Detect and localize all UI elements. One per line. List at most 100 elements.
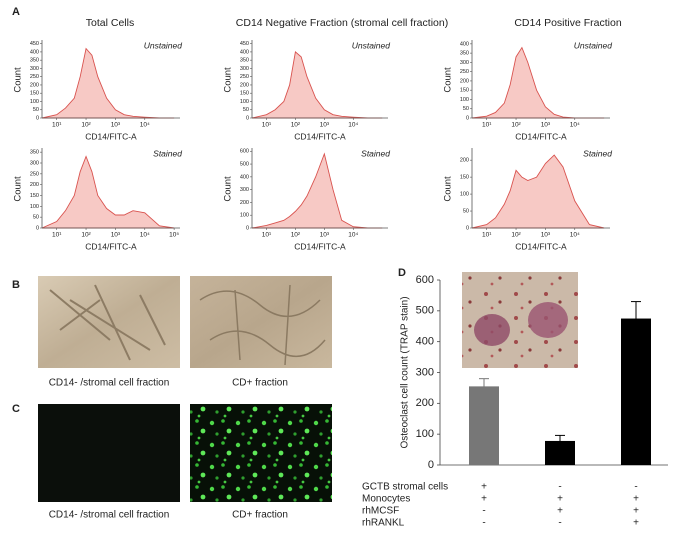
y-tick-label: 0	[466, 225, 469, 231]
panel-label: B	[12, 279, 20, 291]
x-axis-label: CD14/FITC-A	[85, 241, 137, 251]
x-axis-label: CD14/FITC-A	[294, 241, 346, 251]
y-tick-label: 50	[463, 208, 469, 214]
histogram	[41, 47, 175, 119]
x-tick-label: 10⁴	[140, 122, 150, 129]
condition-mark: +	[481, 482, 487, 493]
caption: CD+ fraction	[232, 510, 288, 521]
x-tick-label: 10¹	[262, 232, 272, 239]
y-tick-label: 0	[466, 115, 469, 121]
y-axis-label: Count	[443, 67, 454, 93]
y-tick-label: 450	[240, 41, 249, 47]
y-tick-label: 200	[30, 82, 39, 88]
y-tick-label: 100	[240, 213, 249, 219]
x-tick-label: 10⁴	[348, 122, 358, 129]
y-tick-label: 100	[460, 97, 469, 103]
y-tick-label: 400	[240, 49, 249, 55]
x-tick-label: 10²	[511, 122, 521, 129]
y-tick-label: 500	[416, 305, 434, 317]
x-tick-label: 10¹	[262, 122, 272, 129]
y-tick-label: 0	[36, 115, 39, 121]
caption: CD14- /stromal cell fraction	[49, 378, 170, 389]
x-tick-label: 10⁴	[140, 232, 150, 239]
annotation: Unstained	[574, 40, 613, 50]
y-axis-label: Osteoclast cell count (TRAP stain)	[400, 296, 411, 448]
condition-mark: +	[481, 494, 487, 505]
x-tick-label: 10³	[541, 232, 551, 239]
y-tick-label: 0	[246, 115, 249, 121]
histogram	[471, 154, 605, 229]
y-tick-label: 350	[240, 58, 249, 64]
x-tick-label: 10⁵	[169, 232, 179, 239]
y-tick-label: 300	[30, 66, 39, 72]
y-tick-label: 200	[460, 158, 469, 164]
osteoclast	[528, 302, 568, 338]
column-title: Total Cells	[86, 17, 134, 29]
y-tick-label: 50	[243, 107, 249, 113]
condition-mark: -	[482, 518, 485, 529]
histogram	[251, 51, 383, 119]
osteoclast	[474, 314, 510, 346]
y-tick-label: 300	[240, 187, 249, 193]
y-tick-label: 600	[416, 274, 434, 286]
condition-mark: -	[558, 518, 561, 529]
y-tick-label: 400	[460, 41, 469, 47]
y-tick-label: 450	[30, 41, 39, 47]
caption: CD+ fraction	[232, 378, 288, 389]
condition-mark: +	[557, 494, 563, 505]
x-tick-label: 10³	[111, 122, 121, 129]
panel-label: D	[398, 267, 406, 279]
x-axis-label: CD14/FITC-A	[515, 131, 567, 141]
condition-name: GCTB stromal cells	[362, 482, 448, 493]
y-axis-label: Count	[13, 67, 24, 93]
condition-mark: -	[482, 506, 485, 517]
bar	[621, 318, 651, 465]
y-tick-label: 600	[240, 149, 249, 155]
x-axis-label: CD14/FITC-A	[85, 131, 137, 141]
y-tick-label: 100	[30, 99, 39, 105]
y-tick-label: 100	[460, 192, 469, 198]
y-tick-label: 50	[463, 106, 469, 112]
x-tick-label: 10⁴	[348, 232, 358, 239]
annotation: Unstained	[144, 40, 183, 50]
y-tick-label: 200	[460, 78, 469, 84]
y-tick-label: 300	[240, 66, 249, 72]
panel-label: A	[12, 6, 20, 18]
y-tick-label: 150	[240, 91, 249, 97]
y-tick-label: 300	[416, 366, 434, 378]
y-tick-label: 300	[30, 160, 39, 166]
x-tick-label: 10³	[320, 122, 330, 129]
y-axis-label: Count	[13, 176, 24, 202]
bar	[469, 386, 499, 465]
annotation: Unstained	[352, 40, 391, 50]
condition-name: rhMCSF	[362, 506, 399, 517]
column-title: CD14 Positive Fraction	[514, 17, 622, 29]
x-tick-label: 10¹	[52, 122, 62, 129]
micrograph	[190, 276, 332, 368]
y-tick-label: 300	[460, 60, 469, 66]
x-tick-label: 10²	[511, 232, 521, 239]
y-tick-label: 250	[30, 74, 39, 80]
x-tick-label: 10¹	[482, 232, 492, 239]
annotation: Stained	[583, 148, 612, 158]
condition-mark: +	[557, 506, 563, 517]
fluorescence-cells	[190, 404, 332, 502]
annotation: Stained	[361, 148, 390, 158]
y-tick-label: 400	[30, 49, 39, 55]
condition-mark: +	[633, 518, 639, 529]
condition-mark: +	[633, 506, 639, 517]
annotation: Stained	[153, 148, 182, 158]
micrograph-texture	[49, 284, 166, 361]
histogram	[41, 155, 175, 229]
y-tick-label: 50	[33, 215, 39, 221]
y-tick-label: 350	[460, 51, 469, 57]
micrograph-texture	[199, 284, 326, 366]
x-tick-label: 10³	[111, 232, 121, 239]
y-tick-label: 250	[240, 74, 249, 80]
y-tick-label: 0	[246, 225, 249, 231]
y-tick-label: 0	[428, 459, 434, 471]
y-tick-label: 150	[30, 91, 39, 97]
x-tick-label: 10¹	[482, 122, 492, 129]
